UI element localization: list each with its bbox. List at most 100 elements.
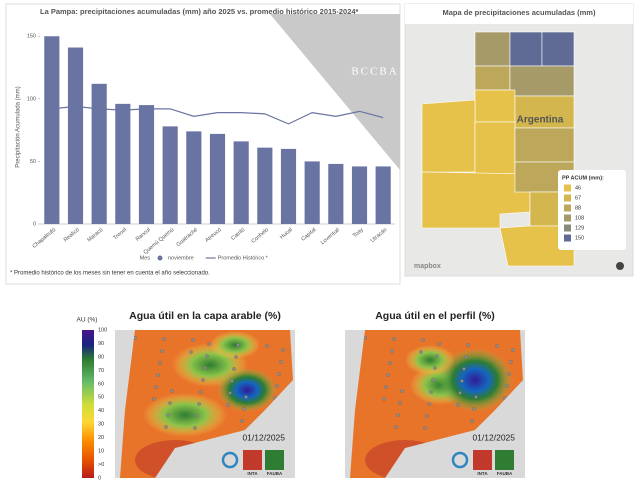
station: [170, 389, 174, 393]
station: [279, 360, 283, 364]
station: [421, 338, 425, 342]
logo-sun: [221, 451, 239, 469]
panel-title: Agua útil en el perfil (%): [375, 310, 495, 322]
bar: [115, 103, 131, 224]
station: [507, 372, 511, 376]
station: [382, 397, 386, 401]
station: [400, 389, 404, 393]
station: [464, 355, 468, 359]
station: [236, 343, 240, 347]
station: [388, 361, 392, 365]
station: [474, 395, 478, 399]
bar: [375, 166, 391, 224]
station: [456, 403, 460, 407]
line: [51, 105, 384, 125]
station: [462, 367, 466, 371]
station: [433, 366, 437, 370]
colorbar-label: 50: [98, 395, 104, 401]
station: [230, 379, 234, 383]
station: [197, 402, 201, 406]
colorbar-label: 20: [98, 435, 104, 441]
station: [205, 354, 209, 358]
station: [232, 367, 236, 371]
logo-text: INTA: [247, 471, 258, 476]
station: [458, 391, 462, 395]
station: [425, 414, 429, 418]
station: [265, 344, 269, 348]
station: [152, 397, 156, 401]
bar: [162, 126, 178, 224]
bar: [138, 105, 155, 224]
bar: [351, 166, 368, 224]
station: [472, 407, 476, 411]
legend-swatch: [564, 214, 571, 222]
station: [162, 337, 166, 341]
station: [396, 413, 400, 417]
colorbar-label: 10: [98, 449, 104, 455]
y-axis-label: Precipitación Acumulada (mm): [16, 86, 22, 167]
footnote: * Promedio histórico de los meses sin te…: [10, 271, 210, 277]
y-tick-label: 100: [27, 96, 36, 102]
logo-text: INTA: [477, 471, 488, 476]
station: [164, 425, 168, 429]
station: [505, 384, 509, 388]
station: [160, 349, 164, 353]
logo-box: [473, 450, 492, 470]
station: [427, 402, 431, 406]
y-tick-label: 50: [30, 159, 36, 165]
colorbar-label: >0: [98, 462, 104, 468]
logo-box: [495, 450, 514, 470]
station: [431, 378, 435, 382]
station: [386, 373, 390, 377]
station: [156, 373, 160, 377]
legend-label: 88: [575, 205, 581, 211]
station: [195, 414, 199, 418]
logo-box: [265, 450, 284, 470]
decoration: [270, 14, 400, 170]
station: [166, 413, 170, 417]
station: [511, 348, 515, 352]
colorbar-label: 70: [98, 368, 104, 374]
station: [429, 390, 433, 394]
bar: [328, 163, 344, 224]
map-legend-title: PP ACUM (mm):: [562, 175, 604, 181]
station: [398, 401, 402, 405]
station: [460, 379, 464, 383]
station: [281, 348, 285, 352]
station: [199, 390, 203, 394]
legend-label: noviembre: [168, 255, 194, 261]
legend-swatch: [564, 234, 571, 242]
station: [203, 366, 207, 370]
panel-date: 01/12/2025: [242, 432, 285, 442]
panel-date: 01/12/2025: [472, 432, 515, 442]
colorbar-label: 80: [98, 354, 104, 360]
field-blob: [405, 345, 455, 375]
logo-box: [243, 450, 262, 470]
legend-swatch: [157, 255, 163, 261]
colorbar-label: 0: [98, 475, 101, 481]
colorbar: [82, 330, 94, 478]
station: [193, 426, 197, 430]
chart-title: La Pampa: precipitaciones acumuladas (mm…: [40, 7, 359, 16]
colorbar-label: 90: [98, 341, 104, 347]
legend-label: 129: [575, 225, 584, 231]
legend-label: 46: [575, 185, 581, 191]
logo-sun: [451, 451, 469, 469]
station: [242, 407, 246, 411]
info-icon[interactable]: [616, 262, 624, 270]
legend-label: 67: [575, 195, 581, 201]
station: [277, 372, 281, 376]
colorbar-label: 30: [98, 422, 104, 428]
station: [509, 360, 513, 364]
station: [240, 419, 244, 423]
map-regions: [421, 31, 575, 267]
bar: [257, 147, 273, 224]
map-legend-box: [558, 170, 626, 250]
legend-label: 108: [575, 215, 584, 221]
map-country-label: Argentina: [517, 115, 564, 126]
station: [437, 342, 441, 346]
colorbar-label: 40: [98, 408, 104, 414]
station: [495, 344, 499, 348]
legend-swatch: [564, 204, 571, 212]
